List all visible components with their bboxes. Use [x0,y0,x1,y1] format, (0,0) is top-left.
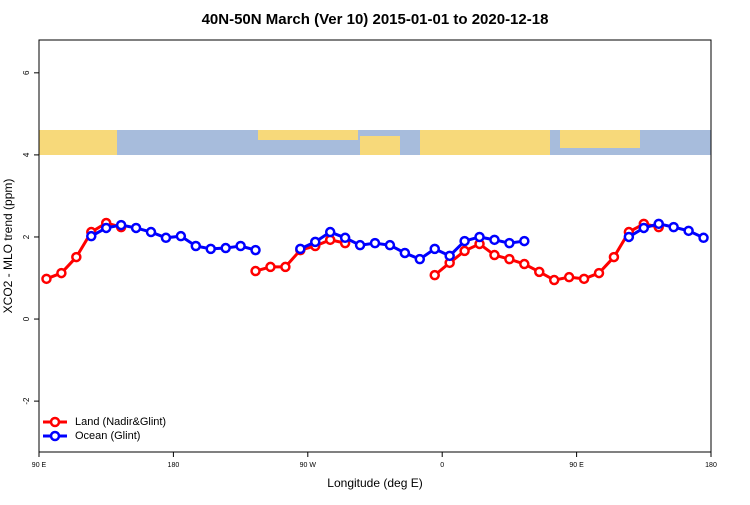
data-point [459,235,470,247]
data-point [653,218,664,230]
data-point [265,261,276,273]
data-point [608,251,620,263]
data-point [369,237,381,249]
map-strip [39,130,711,155]
y-tick-label: 6 [22,70,31,75]
data-point [698,232,709,244]
data-point [339,232,351,244]
data-point [384,239,396,251]
data-point [563,271,575,283]
data-point [578,273,590,285]
data-point [175,230,187,242]
data-point [205,243,216,255]
data-point [548,274,560,286]
data-point [429,269,440,281]
x-tick-label: 90 W [300,462,317,469]
data-point [668,221,679,233]
data-point [444,250,455,262]
data-point [638,222,650,234]
y-tick-label: -2 [22,397,31,405]
data-point [474,231,485,243]
y-tick-label: 0 [22,316,31,321]
y-tick-label: 4 [22,152,31,157]
data-point [429,243,440,255]
data-point [623,231,635,243]
data-point [145,226,157,238]
data-point [459,245,470,257]
data-point [190,240,202,252]
x-axis-label: Longitude (deg E) [327,476,422,490]
data-point [399,247,411,259]
data-point [56,267,67,279]
data-point [414,253,426,265]
data-point [519,258,530,270]
data-point [235,240,246,252]
data-point [593,267,605,279]
data-point [354,239,366,251]
legend-label: Land (Nadir&Glint) [75,416,166,428]
data-point [220,242,231,254]
data-point [683,225,694,237]
x-tick-label: 0 [440,462,444,469]
data-point [504,237,515,249]
x-tick-label: 90 E [32,462,47,469]
y-tick-label: 2 [22,234,31,239]
data-point [41,273,52,285]
y-axis-label: XCO2 - MLO trend (ppm) [1,179,15,314]
data-point [71,251,82,263]
legend-marker [49,416,61,428]
data-point [489,249,500,261]
plot-frame [38,39,712,453]
x-tick-label: 90 E [569,462,584,469]
data-point [250,265,261,277]
chart-title: 40N-50N March (Ver 10) 2015-01-01 to 202… [202,11,549,28]
data-point [519,235,530,247]
x-tick-label: 180 [705,462,717,469]
data-point [115,219,127,231]
data-point [504,253,515,265]
data-point [489,234,500,246]
data-point [324,226,336,238]
data-point [100,222,112,234]
data-point [250,244,261,256]
legend-label: Ocean (Glint) [75,430,140,442]
data-point [534,266,545,278]
data-point [295,243,306,255]
data-point [310,236,321,248]
data-point [280,261,291,273]
x-tick-label: 180 [168,462,180,469]
data-point [86,230,97,242]
legend-marker [49,430,61,442]
data-point [160,232,172,244]
data-point [130,222,142,234]
